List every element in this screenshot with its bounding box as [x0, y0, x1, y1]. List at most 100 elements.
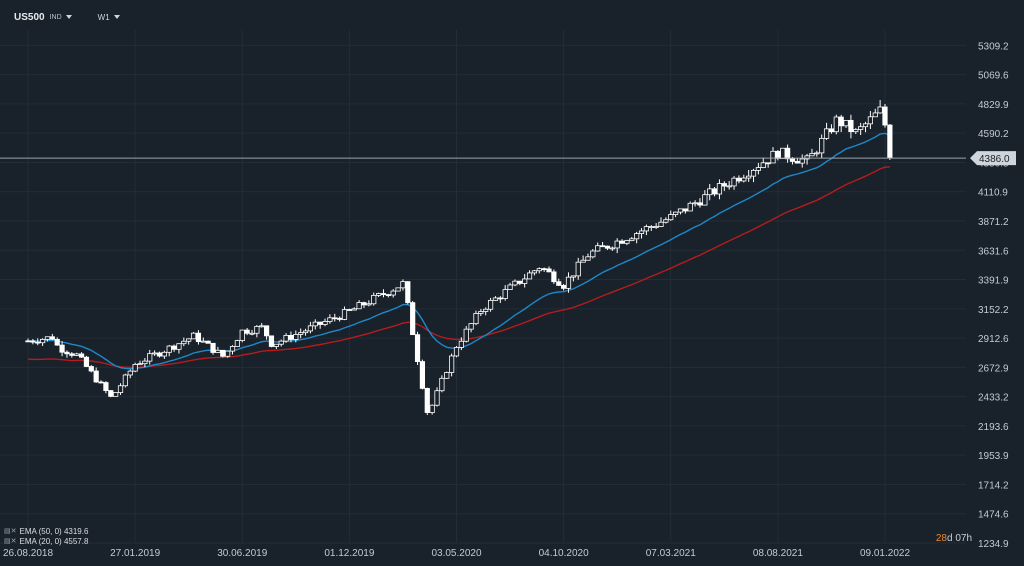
candle-body [716, 183, 723, 195]
candle-body [750, 169, 757, 177]
candle-body [604, 245, 611, 249]
candle-body [69, 353, 75, 356]
candle-body [40, 339, 46, 344]
countdown-hours-unit: h [966, 533, 972, 544]
y-axis-tick-label: 5309.2 [978, 41, 1009, 52]
candle-body [546, 268, 552, 273]
legend-ema20-text: EMA (20, 0) 4557.8 [19, 536, 89, 546]
candle-body [867, 116, 873, 125]
candle-body [721, 183, 727, 187]
candle-body [181, 340, 187, 345]
candle-body [122, 374, 128, 387]
candle-body [78, 353, 85, 358]
candle-body [380, 293, 387, 296]
interval-label[interactable]: W1 [97, 12, 110, 22]
candle-body [478, 311, 484, 314]
candle-body [35, 341, 41, 344]
candle-body [205, 340, 211, 344]
candle-body [405, 281, 411, 304]
candle-body [166, 345, 172, 353]
candle-body [677, 208, 684, 213]
candle-body [366, 303, 372, 306]
candle-body [317, 321, 323, 325]
candle-body [54, 338, 60, 346]
candle-body [88, 366, 94, 372]
x-axis-tick-label: 27.01.2019 [110, 548, 160, 559]
candle-body [93, 370, 99, 383]
y-axis-tick-label: 2672.9 [978, 363, 1009, 374]
countdown-hours: 07 [955, 533, 967, 544]
candle-body [487, 299, 494, 310]
candle-body [585, 256, 591, 261]
candle-body [765, 162, 771, 165]
candle-body [244, 329, 250, 334]
candle-body [278, 340, 284, 345]
candle-body [599, 245, 606, 248]
candle-body [419, 361, 426, 389]
settings-icon[interactable]: ▤✕ [4, 538, 17, 545]
candle-body [697, 202, 703, 206]
candle-body [541, 268, 547, 271]
x-axis-tick-label: 03.05.2020 [431, 548, 481, 559]
x-axis-tick-label: 07.03.2021 [646, 548, 696, 559]
candle-body [400, 281, 406, 289]
candle-body [882, 106, 888, 126]
candle-body [356, 302, 362, 310]
candle-body [668, 214, 674, 221]
candle-body [507, 284, 513, 290]
candle-body [843, 119, 849, 127]
legend-ema20[interactable]: ▤✕ EMA (20, 0) 4557.8 [4, 536, 88, 546]
candle-body [439, 377, 445, 392]
candle-body [858, 126, 864, 130]
candle-body [648, 226, 654, 228]
candle-body [156, 352, 163, 357]
candle-body [424, 387, 430, 413]
candle-body [711, 188, 718, 195]
candle-body [862, 123, 869, 128]
symbol-label[interactable]: US500 [14, 11, 45, 23]
candle-body [161, 351, 167, 357]
candle-body [390, 290, 396, 296]
chevron-down-icon[interactable] [65, 15, 72, 19]
candle-body [643, 226, 650, 232]
candle-body [298, 332, 304, 335]
candle-body [385, 294, 391, 297]
candle-body [195, 332, 202, 343]
candle-body [673, 211, 679, 215]
candle-body [707, 188, 713, 196]
candle-body [215, 349, 221, 353]
candle-body [746, 175, 752, 179]
candle-body [176, 343, 182, 350]
candle-body [872, 112, 878, 118]
candle-body [103, 382, 109, 391]
candle-body [473, 313, 479, 325]
candle-body [522, 278, 528, 284]
candle-body [375, 293, 382, 296]
candle-body [887, 124, 893, 159]
candle-body [463, 328, 469, 342]
candle-body [556, 281, 562, 286]
candle-body [833, 116, 839, 133]
candle-body [785, 147, 791, 160]
candle-body [74, 353, 80, 356]
candle-body [341, 309, 348, 320]
candle-countdown: 28d 07h [936, 533, 972, 544]
settings-icon[interactable]: ▤✕ [4, 528, 17, 535]
candle-body [483, 308, 489, 312]
candle-body [142, 360, 148, 365]
instrument-type-label[interactable]: IND [49, 13, 62, 21]
x-axis-tick-label: 30.06.2019 [217, 548, 267, 559]
candle-body [30, 340, 36, 343]
candle-body [268, 335, 275, 347]
candle-body [580, 259, 586, 263]
x-axis-tick-label: 04.10.2020 [539, 548, 589, 559]
candle-body [770, 150, 776, 164]
legend-ema50[interactable]: ▤✕ EMA (50, 0) 4319.6 [4, 526, 88, 536]
candle-body [794, 161, 800, 164]
candle-body [595, 245, 601, 252]
candle-body [517, 280, 523, 284]
candle-body [760, 162, 766, 168]
chevron-down-icon[interactable] [113, 15, 120, 19]
